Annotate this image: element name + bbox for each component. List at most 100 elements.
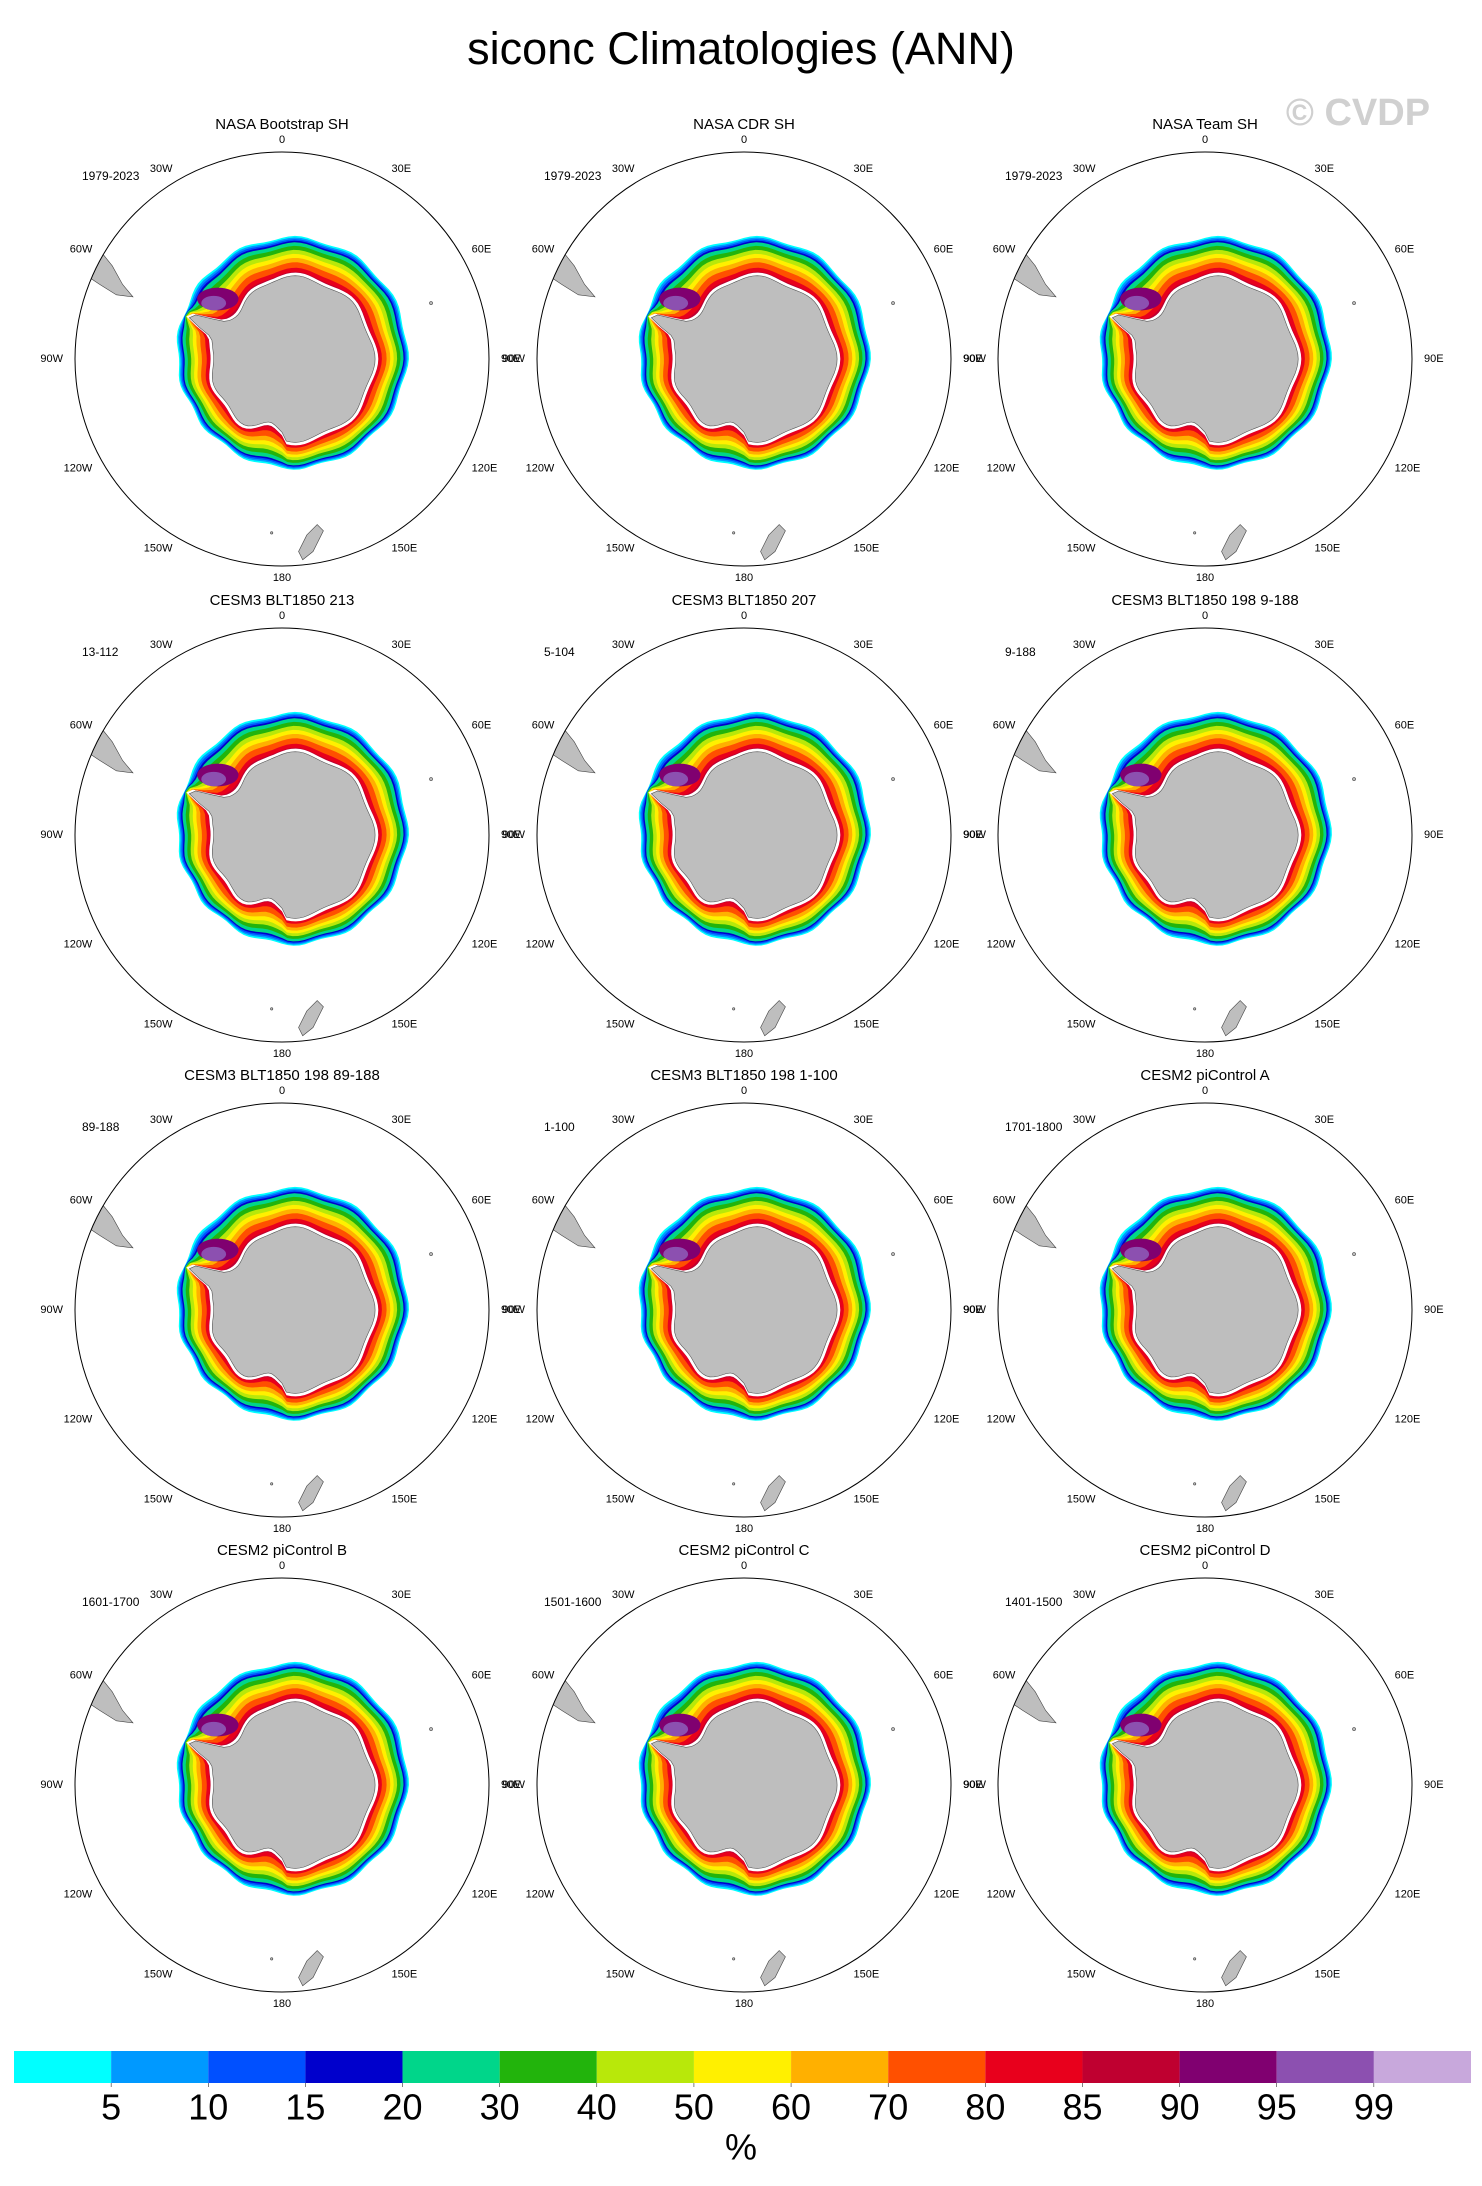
longitude-label: 30W <box>150 163 173 175</box>
island <box>270 1007 274 1011</box>
longitude-label: 30W <box>1073 639 1096 651</box>
tasmania <box>892 499 910 519</box>
colorbar-box <box>1179 2051 1277 2083</box>
tasmania <box>430 1925 448 1945</box>
new-zealand <box>1221 1000 1247 1037</box>
longitude-label: 180 <box>273 1523 291 1535</box>
longitude-label: 150E <box>392 1494 418 1506</box>
longitude-label: 30E <box>854 163 874 175</box>
longitude-label: 120E <box>472 462 498 474</box>
weddell-ice-core <box>663 1721 689 1737</box>
map-border <box>536 627 952 1043</box>
longitude-label: 30W <box>1073 163 1096 175</box>
longitude-label: 90W <box>40 353 63 365</box>
longitude-label: 0 <box>741 1085 747 1097</box>
tasmania <box>892 975 910 995</box>
longitude-label: 120E <box>472 1888 498 1900</box>
weddell-ice-core <box>201 771 227 787</box>
longitude-label: 30E <box>392 1589 412 1601</box>
longitude-label: 30E <box>854 1589 874 1601</box>
longitude-label: 90E <box>1424 829 1444 841</box>
weddell-ice-core <box>201 295 227 311</box>
longitude-label: 150E <box>392 1019 418 1031</box>
map-border <box>997 1102 1413 1518</box>
longitude-label: 90W <box>963 353 986 365</box>
longitude-label: 120W <box>64 1413 93 1425</box>
longitude-label: 0 <box>741 1560 747 1572</box>
new-zealand <box>298 1000 324 1037</box>
longitude-label: 180 <box>735 1048 753 1060</box>
longitude-label: 90E <box>1424 353 1444 365</box>
panel-title: CESM2 piControl B <box>217 1542 347 1559</box>
panel-period: 1701-1800 <box>1005 1120 1063 1134</box>
longitude-label: 0 <box>1202 134 1208 146</box>
panel-title: NASA Team SH <box>1152 116 1258 133</box>
longitude-label: 0 <box>741 134 747 146</box>
longitude-label: 150E <box>1315 543 1341 555</box>
island <box>1352 301 1356 305</box>
colorbar-box <box>111 2051 209 2083</box>
colorbar-label: 70 <box>868 2087 908 2128</box>
longitude-label: 30W <box>150 1589 173 1601</box>
antarctica <box>650 751 838 919</box>
panel-title: CESM3 BLT1850 198 9-188 <box>1111 592 1298 609</box>
longitude-label: 150W <box>144 1019 173 1031</box>
panel-title: CESM3 BLT1850 207 <box>672 592 817 609</box>
panel-period: 89-188 <box>82 1120 120 1134</box>
longitude-label: 30E <box>392 639 412 651</box>
colorbar-unit: % <box>725 2127 757 2168</box>
longitude-label: 180 <box>1196 1048 1214 1060</box>
weddell-ice-core <box>1124 295 1150 311</box>
weddell-ice-core <box>201 1721 227 1737</box>
colorbar-label: 85 <box>1062 2087 1102 2128</box>
new-zealand <box>760 1950 786 1987</box>
longitude-label: 90W <box>40 1779 63 1791</box>
longitude-label: 60W <box>70 719 93 731</box>
longitude-label: 30E <box>1315 163 1335 175</box>
tasmania <box>1353 1450 1371 1470</box>
map-border <box>997 1577 1413 1993</box>
longitude-label: 60E <box>934 1194 954 1206</box>
tasmania <box>1353 1925 1371 1945</box>
longitude-label: 180 <box>273 1048 291 1060</box>
longitude-label: 0 <box>1202 1085 1208 1097</box>
map-border <box>997 151 1413 567</box>
longitude-label: 90E <box>963 353 983 365</box>
colorbar-box <box>402 2051 500 2083</box>
new-zealand <box>1221 1475 1247 1512</box>
longitude-label: 180 <box>1196 1523 1214 1535</box>
longitude-label: 150W <box>606 1494 635 1506</box>
longitude-label: 60E <box>934 719 954 731</box>
longitude-label: 60W <box>993 1194 1016 1206</box>
map-panel: 0 30E 60E 90E 120E 150E 180 150W 120W 90W 60W 30W NA… <box>963 116 1443 584</box>
longitude-label: 180 <box>273 1998 291 2010</box>
island <box>891 777 895 781</box>
longitude-label: 150W <box>1067 1494 1096 1506</box>
colorbar-label: 99 <box>1354 2087 1394 2128</box>
colorbar-box <box>208 2051 306 2083</box>
longitude-label: 150E <box>1315 1019 1341 1031</box>
weddell-ice-core <box>663 1246 689 1262</box>
longitude-label: 60W <box>532 243 555 255</box>
panel-period: 1501-1600 <box>544 1595 602 1609</box>
longitude-label: 60W <box>993 243 1016 255</box>
longitude-label: 30E <box>854 639 874 651</box>
island <box>429 301 433 305</box>
longitude-label: 60W <box>70 243 93 255</box>
figure-title: siconc Climatologies (ANN) <box>467 23 1015 74</box>
longitude-label: 90E <box>501 1304 521 1316</box>
island <box>1193 1482 1197 1486</box>
longitude-label: 150W <box>606 1969 635 1981</box>
map-border <box>74 1577 490 1993</box>
longitude-label: 30E <box>854 1114 874 1126</box>
longitude-label: 150E <box>392 1969 418 1981</box>
longitude-label: 90W <box>40 829 63 841</box>
longitude-label: 60E <box>934 243 954 255</box>
colorbar-label: 20 <box>383 2087 423 2128</box>
weddell-ice-core <box>663 771 689 787</box>
longitude-label: 30E <box>392 1114 412 1126</box>
longitude-label: 30E <box>392 163 412 175</box>
panel-period: 9-188 <box>1005 645 1036 659</box>
island <box>1193 1957 1197 1961</box>
longitude-label: 0 <box>279 610 285 622</box>
